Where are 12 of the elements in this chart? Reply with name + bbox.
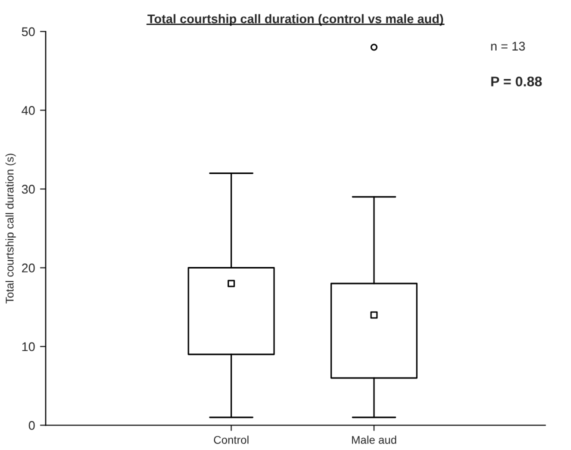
y-tick-label: 0 bbox=[28, 421, 35, 430]
annotation: n = 13 bbox=[491, 42, 525, 51]
annotation: P = 0.88 bbox=[491, 76, 542, 86]
y-axis-title: Total courtship call duration (s) bbox=[5, 154, 16, 304]
y-tick-label: 30 bbox=[22, 184, 35, 194]
y-tick-label: 10 bbox=[22, 342, 35, 352]
x-tick-label: Control bbox=[214, 436, 248, 444]
y-tick-label: 20 bbox=[22, 264, 35, 272]
y-tick-label: 50 bbox=[22, 27, 35, 36]
y-tick-label: 40 bbox=[22, 106, 35, 115]
x-tick-label: Male aud bbox=[352, 436, 396, 444]
chart-title: Total courtship call duration (control vs male aud) bbox=[147, 14, 444, 26]
